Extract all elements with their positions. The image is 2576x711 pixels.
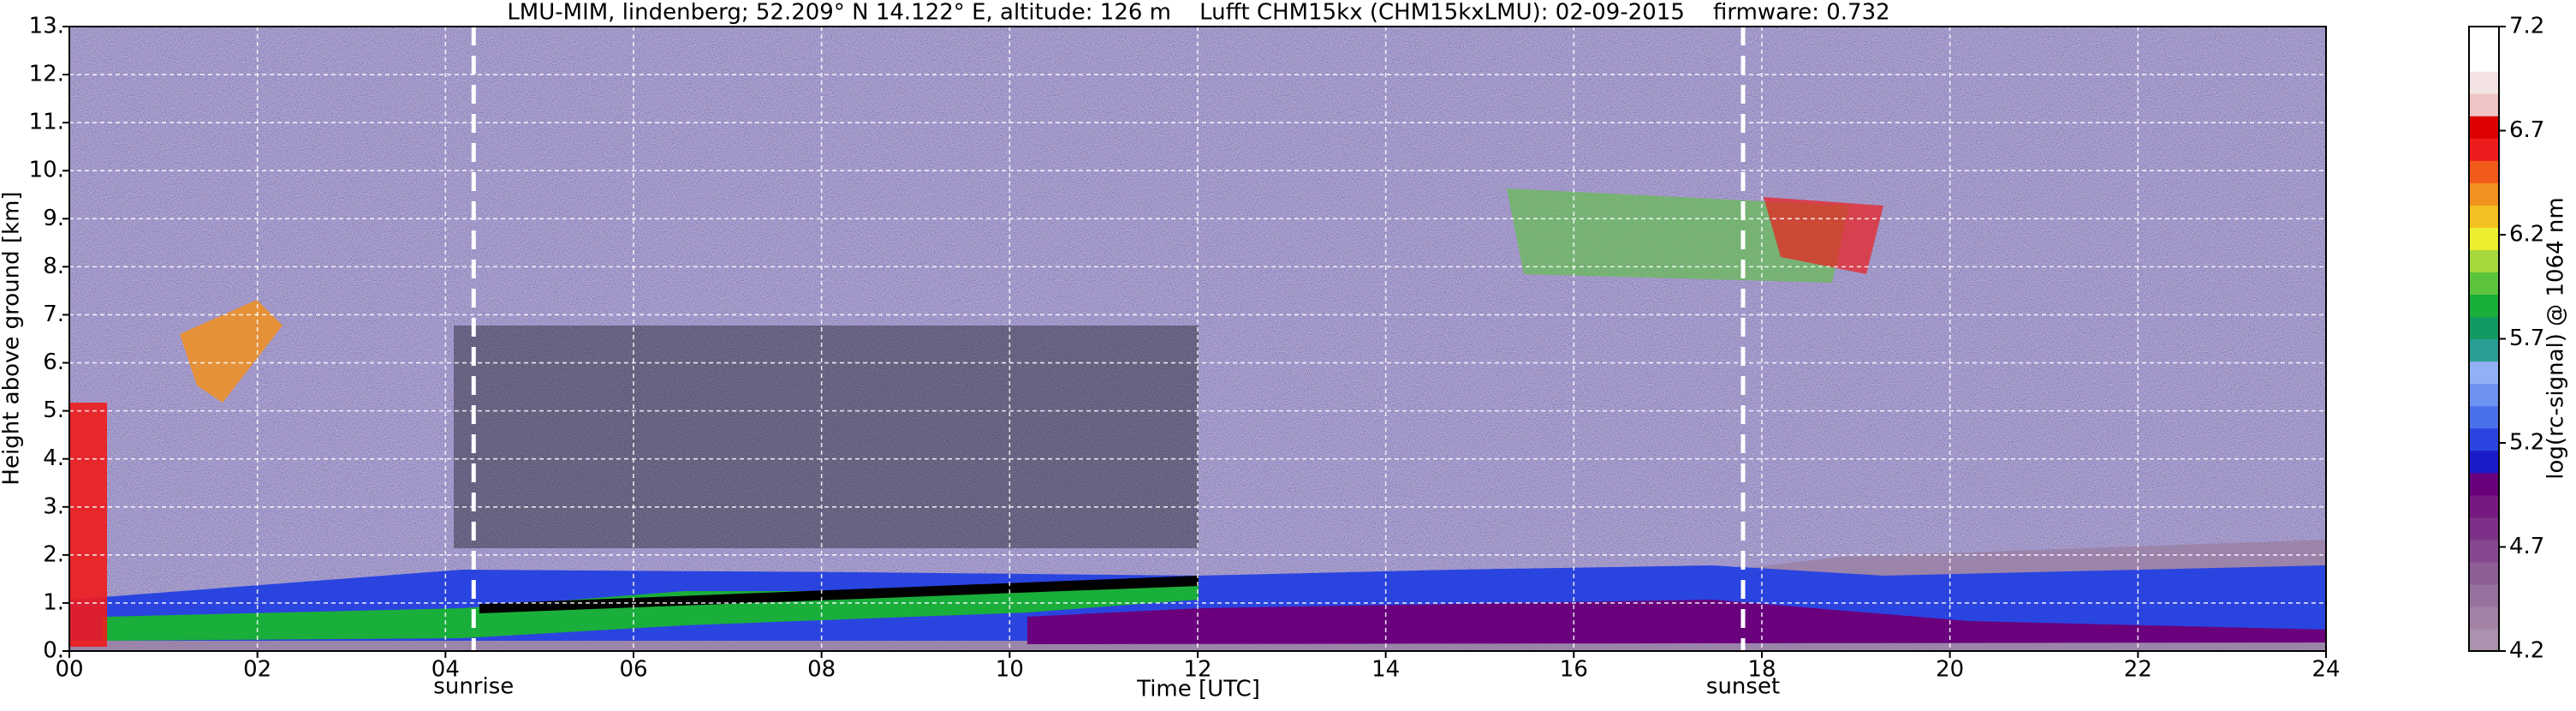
axes: 00 02 04 06 08 10 12 14 16 18 20 22 24 0. 1. 2. 3. 4. 5. 6.…	[29, 14, 2545, 700]
colorbar-level	[2469, 27, 2499, 50]
cirrus-evening	[1507, 188, 1849, 283]
y-tick-label: 0.	[43, 638, 64, 664]
colorbar-level	[2469, 316, 2499, 340]
x-tick-label: 24	[2311, 657, 2340, 683]
x-tick-label: 04	[431, 657, 460, 683]
colorbar-level	[2469, 338, 2499, 362]
colorbar-level	[2469, 93, 2499, 117]
x-tick-label: 10	[996, 657, 1024, 683]
colorbar-level	[2469, 361, 2499, 385]
colorbar-tick-label: 5.2	[2509, 430, 2544, 456]
colorbar-level	[2469, 383, 2499, 407]
colorbar-tick-label: 6.7	[2509, 117, 2544, 143]
y-tick-label: 6.	[43, 350, 64, 375]
colorbar-level	[2469, 427, 2499, 451]
x-tick-label: 02	[243, 657, 271, 683]
colorbar-level	[2469, 71, 2499, 94]
surface-layer	[1027, 600, 2326, 644]
x-tick-label: 08	[807, 657, 836, 683]
colorbar-level	[2469, 539, 2499, 563]
y-tick-label: 10.	[29, 158, 64, 183]
colorbar-level	[2469, 205, 2499, 228]
y-tick-label: 8.	[43, 254, 64, 279]
colorbar-tick-label: 5.7	[2509, 326, 2544, 351]
y-tick-label: 4.	[43, 445, 64, 471]
cirrus-evening-core	[1764, 197, 1883, 274]
y-tick-label: 3.	[43, 493, 64, 519]
y-tick-label: 12.	[29, 62, 64, 87]
colorbar-level	[2469, 160, 2499, 183]
colorbar-level	[2469, 450, 2499, 474]
x-tick-label: 00	[55, 657, 83, 683]
low-cloud	[69, 403, 107, 647]
colorbar-level	[2469, 472, 2499, 496]
colorbar-level	[2469, 116, 2499, 139]
colorbar-level	[2469, 138, 2499, 161]
chart-title: LMU-MIM, lindenberg; 52.209° N 14.122° E…	[507, 0, 1889, 26]
plot-frame	[68, 26, 2327, 652]
colorbar-level	[2469, 182, 2499, 206]
y-axis-label: Height above ground [km]	[0, 191, 25, 485]
colorbar-tick-label: 4.2	[2509, 638, 2544, 664]
x-tick-label: 22	[2124, 657, 2152, 683]
y-tick-label: 11.	[29, 110, 64, 135]
colorbar-level	[2469, 272, 2499, 296]
x-axis-label: Time [UTC]	[1136, 677, 1260, 702]
colorbar-label: log(rc-signal) @ 1064 nm	[2543, 197, 2569, 479]
y-tick-label: 9.	[43, 206, 64, 231]
cloud-base-line	[479, 576, 1199, 613]
colorbar-level	[2469, 294, 2499, 318]
x-tick-label: 06	[619, 657, 647, 683]
colorbar-level	[2469, 405, 2499, 429]
x-tick-label: 20	[1936, 657, 1964, 683]
cirrus-early	[180, 300, 283, 403]
morning-aerosol	[103, 583, 1199, 641]
colorbar-tick-label: 7.2	[2509, 14, 2544, 39]
dark-region	[454, 326, 1199, 548]
event-label: sunset	[1706, 674, 1780, 700]
colorbar-tick-label: 4.7	[2509, 534, 2544, 559]
colorbar-level	[2469, 606, 2499, 630]
colorbar-level	[2469, 583, 2499, 607]
colorbar-level	[2469, 227, 2499, 250]
colorbar-tick-label: 6.2	[2509, 222, 2544, 248]
colorbar-level	[2469, 249, 2499, 272]
event-label: sunrise	[433, 674, 514, 700]
colorbar-level	[2469, 517, 2499, 541]
colorbar-level	[2469, 628, 2499, 652]
x-tick-label: 16	[1560, 657, 1588, 683]
colorbar-level	[2469, 49, 2499, 72]
x-tick-label: 14	[1371, 657, 1400, 683]
x-tick-label: 12	[1183, 657, 1211, 683]
colorbar-level	[2469, 561, 2499, 585]
y-tick-label: 7.	[43, 302, 64, 327]
y-tick-label: 1.	[43, 589, 64, 615]
y-tick-label: 5.	[43, 397, 64, 423]
colorbar-level	[2469, 494, 2499, 518]
x-tick-label: 18	[1747, 657, 1776, 683]
y-tick-label: 2.	[43, 541, 64, 567]
y-tick-label: 13.	[29, 14, 64, 39]
